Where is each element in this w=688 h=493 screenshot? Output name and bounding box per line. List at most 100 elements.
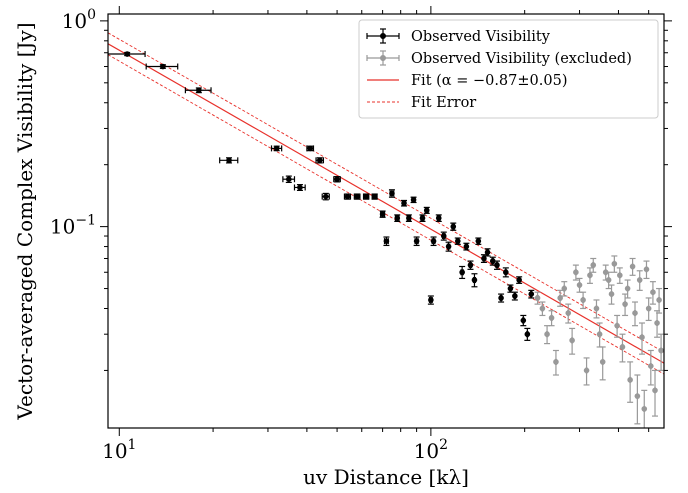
excluded-point bbox=[605, 271, 612, 290]
fit-lines bbox=[108, 32, 664, 375]
y-tick-label: 10−1 bbox=[50, 213, 96, 239]
excluded-point bbox=[534, 291, 541, 305]
legend: Observed Visibility Observed Visibility (… bbox=[358, 19, 659, 119]
excluded-point bbox=[624, 279, 631, 299]
observed-point bbox=[371, 193, 378, 200]
observed-point bbox=[528, 289, 535, 299]
observed-point bbox=[306, 145, 315, 152]
y-axis-label: Vector-averaged Complex Visibility [Jy] bbox=[13, 22, 37, 420]
observed-point bbox=[430, 236, 437, 247]
observed-point bbox=[520, 314, 527, 327]
excluded-point bbox=[634, 374, 641, 425]
observed-point bbox=[410, 196, 417, 204]
legend-label: Fit (α = −0.87±0.05) bbox=[411, 73, 567, 89]
excluded-point bbox=[580, 291, 587, 310]
excluded-point bbox=[608, 284, 615, 305]
observed-point bbox=[423, 206, 430, 214]
observed-point bbox=[435, 214, 442, 223]
observed-point bbox=[419, 214, 426, 223]
observed-point bbox=[219, 157, 239, 164]
excluded-point bbox=[652, 369, 659, 417]
excluded-point bbox=[596, 322, 603, 348]
observed-point bbox=[493, 260, 500, 270]
excluded-point bbox=[583, 357, 590, 386]
legend-label: Fit Error bbox=[411, 95, 476, 111]
excluded-point bbox=[616, 267, 623, 284]
excluded-point bbox=[569, 327, 576, 355]
excluded-point bbox=[654, 310, 661, 338]
excluded-point bbox=[629, 257, 636, 276]
observed-point bbox=[440, 231, 447, 241]
observed-point bbox=[484, 248, 491, 257]
x-axis-label: uv Distance [kλ] bbox=[303, 465, 469, 489]
excluded-point bbox=[561, 281, 568, 297]
excluded-point bbox=[590, 257, 597, 273]
observed-point bbox=[282, 175, 296, 184]
legend-label: Observed Visibility bbox=[411, 29, 551, 45]
excluded-point bbox=[649, 281, 656, 305]
observed-point bbox=[379, 210, 386, 218]
excluded-point bbox=[658, 333, 664, 372]
fit-line bbox=[108, 43, 664, 364]
observed-point bbox=[475, 237, 482, 245]
observed-point bbox=[450, 222, 457, 231]
observed-point bbox=[511, 291, 518, 301]
observed-point bbox=[333, 176, 341, 183]
observed-point bbox=[405, 214, 412, 223]
legend-item-fit: Fit (α = −0.87±0.05) bbox=[367, 73, 567, 89]
observed-point bbox=[270, 145, 283, 152]
excluded-point bbox=[627, 361, 634, 403]
x-tick-label: 101 bbox=[102, 437, 136, 463]
observed-point bbox=[463, 242, 470, 251]
series-observed bbox=[108, 51, 535, 341]
observed-point bbox=[184, 87, 212, 94]
excluded-point bbox=[599, 346, 606, 381]
legend-item-excluded: Observed Visibility (excluded) bbox=[366, 50, 632, 67]
fit-error-lower bbox=[108, 54, 664, 375]
observed-point bbox=[315, 157, 325, 164]
series-excluded bbox=[534, 255, 664, 428]
observed-point bbox=[471, 273, 478, 288]
excluded-point bbox=[636, 270, 643, 291]
fit-error-upper bbox=[108, 32, 664, 353]
observed-point bbox=[454, 237, 461, 245]
observed-point bbox=[401, 199, 408, 207]
observed-point bbox=[343, 193, 352, 200]
observed-point bbox=[498, 293, 505, 303]
observed-point bbox=[480, 254, 487, 264]
excluded-point bbox=[557, 289, 564, 307]
excluded-point bbox=[548, 310, 555, 327]
observed-point bbox=[145, 63, 179, 70]
excluded-point bbox=[586, 267, 593, 284]
legend-item-fit_error: Fit Error bbox=[367, 95, 476, 111]
excluded-point bbox=[565, 303, 572, 324]
observed-point bbox=[427, 295, 434, 305]
excluded-point bbox=[576, 277, 583, 293]
observed-point bbox=[524, 327, 531, 341]
observed-point bbox=[362, 193, 370, 200]
excluded-point bbox=[619, 333, 626, 363]
excluded-point bbox=[641, 389, 648, 428]
observed-point bbox=[293, 184, 306, 191]
observed-point bbox=[108, 51, 146, 58]
observed-point bbox=[467, 260, 474, 270]
excluded-point bbox=[611, 255, 618, 273]
observed-point bbox=[321, 192, 330, 201]
plot-frame bbox=[107, 13, 665, 429]
excluded-point bbox=[539, 301, 546, 317]
observed-point bbox=[388, 189, 395, 198]
excluded-point bbox=[593, 299, 600, 319]
excluded-point bbox=[656, 287, 663, 314]
legend-item-observed: Observed Visibility bbox=[366, 28, 551, 45]
legend-label: Observed Visibility (excluded) bbox=[411, 51, 632, 67]
observed-point bbox=[516, 276, 523, 284]
observed-point bbox=[507, 284, 514, 293]
x-tick-label: 102 bbox=[414, 437, 448, 463]
y-tick-label: 100 bbox=[62, 7, 96, 33]
axis-ticks: 101 102 100 10−1 bbox=[50, 6, 672, 463]
excluded-point bbox=[645, 297, 652, 322]
excluded-point bbox=[632, 301, 639, 327]
observed-point bbox=[502, 267, 509, 278]
excluded-point bbox=[544, 325, 551, 345]
